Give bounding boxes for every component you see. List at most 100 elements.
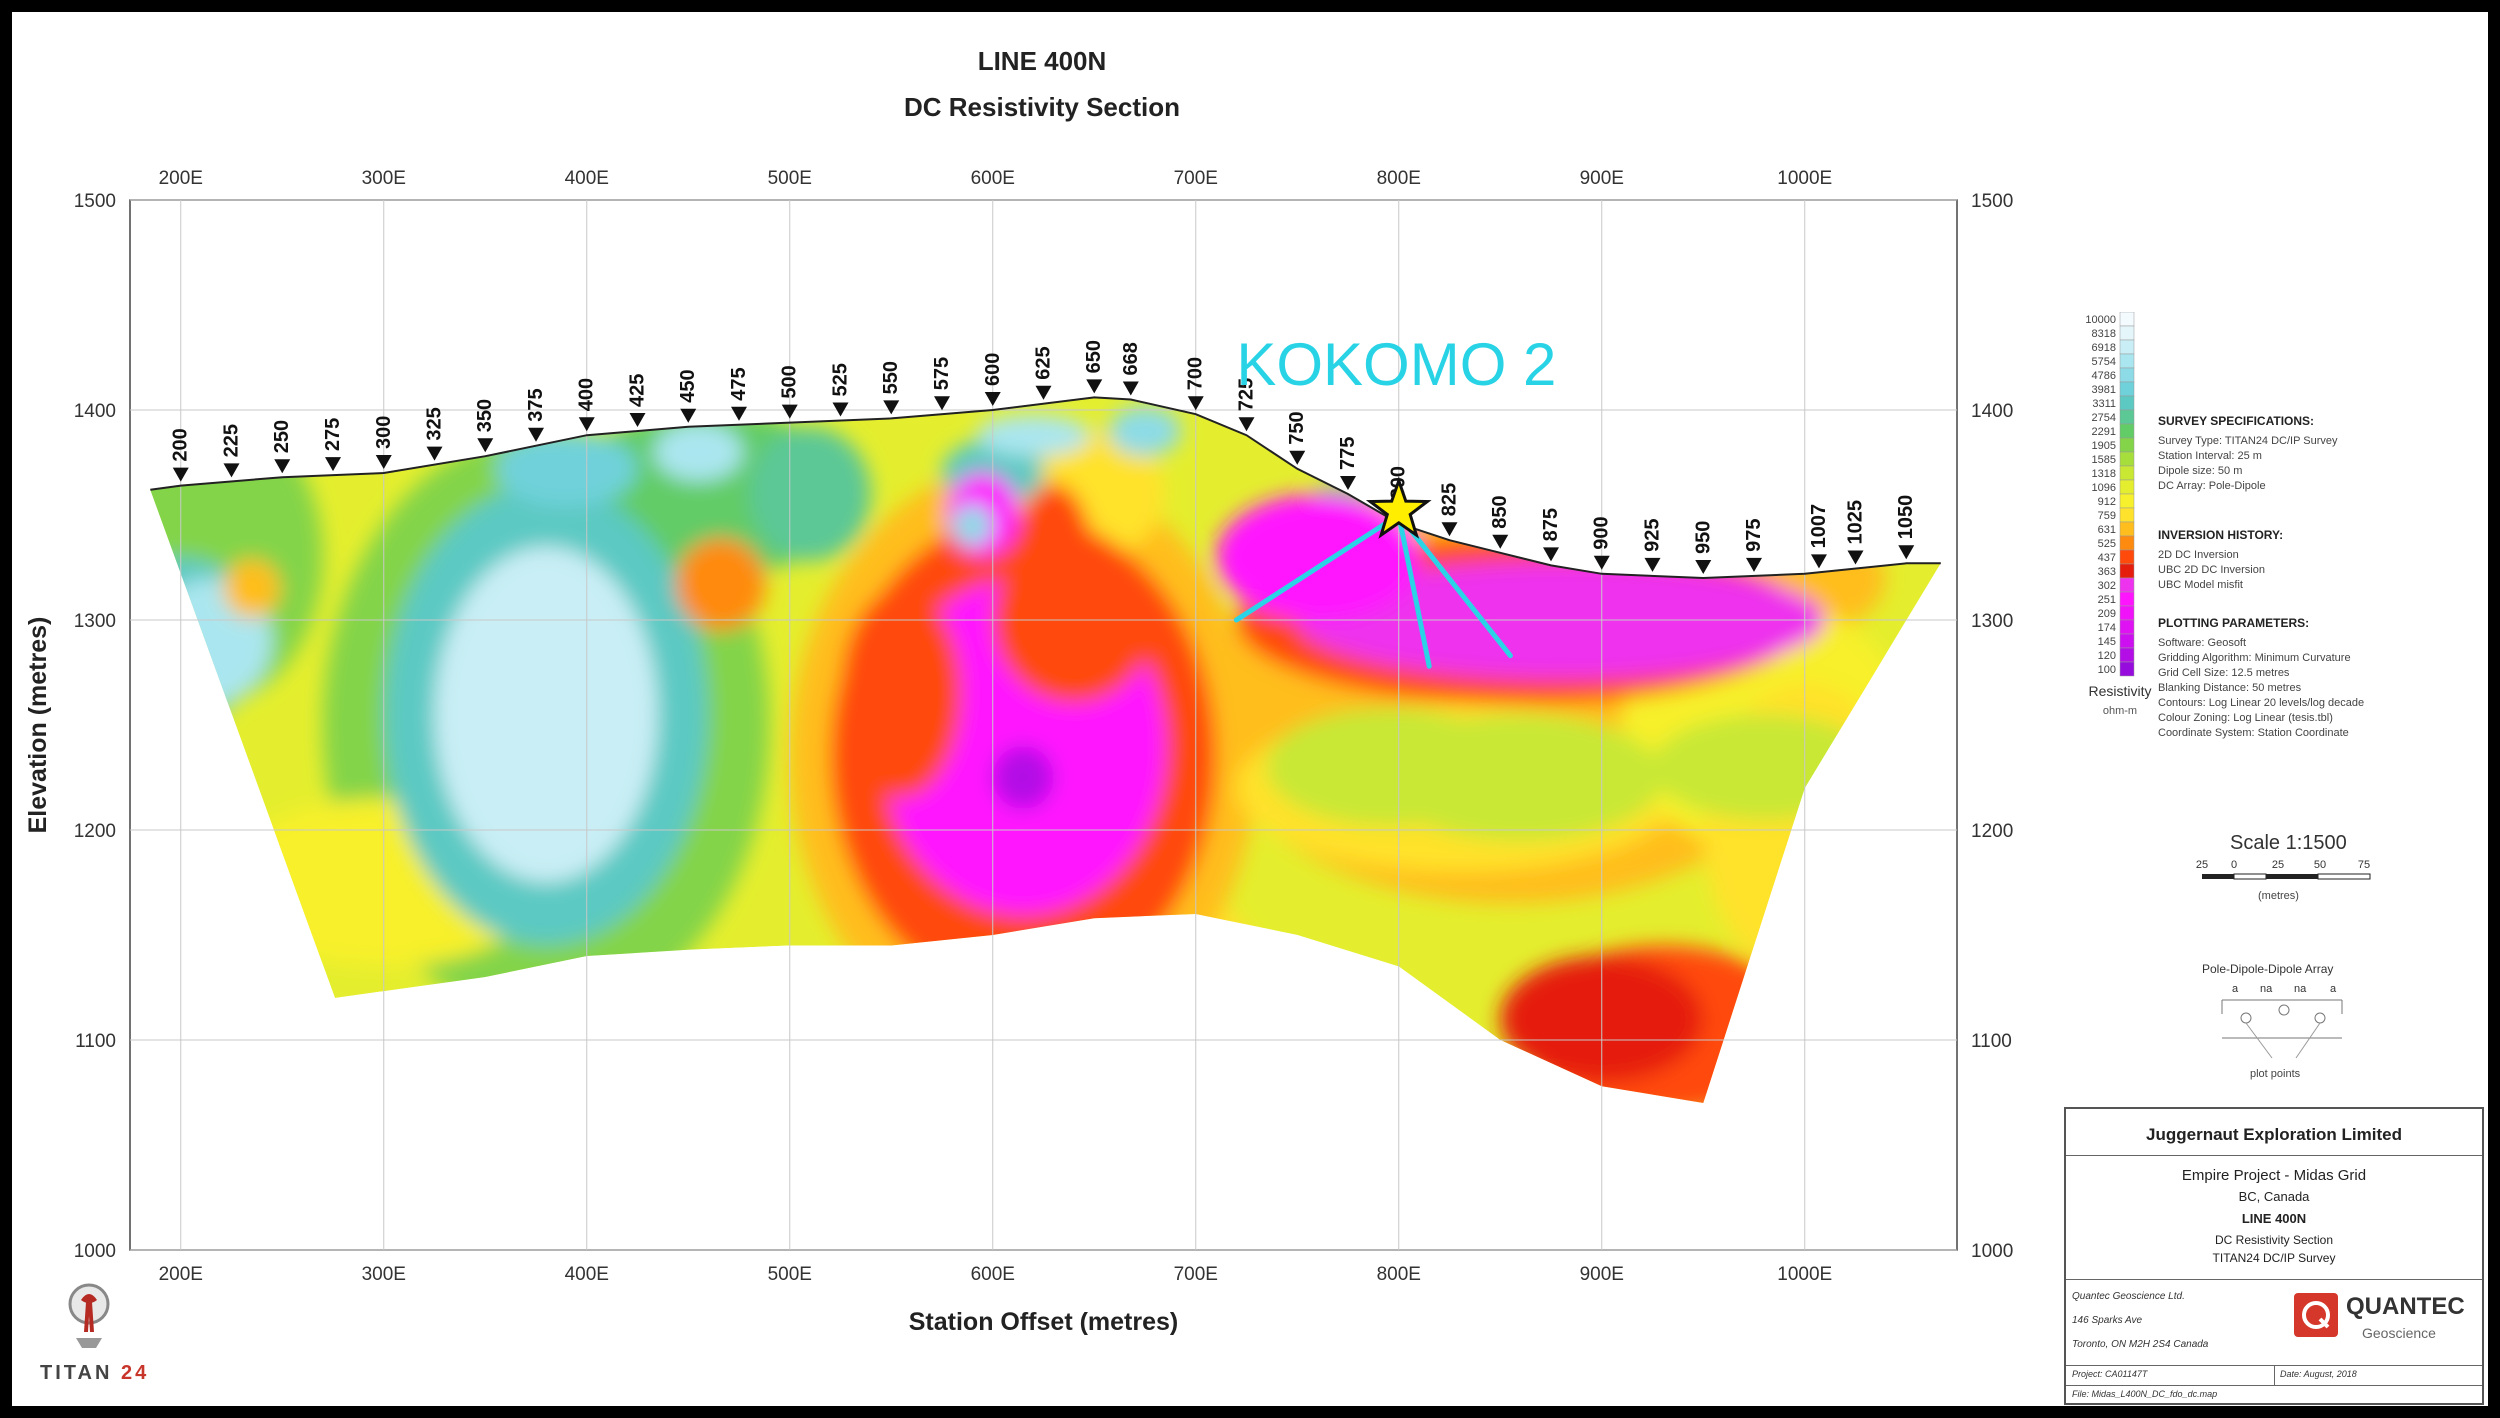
- array-title: Pole-Dipole-Dipole Array: [2202, 962, 2334, 976]
- y-tick-label-right: 1200: [1971, 821, 2013, 842]
- station-marker-icon: [578, 417, 595, 432]
- colorbar-label: 100: [2098, 664, 2116, 676]
- x-tick-label-top: 600E: [971, 168, 1015, 189]
- resistivity-section-plot: 200 225 250 275 300 325 350 375 400 425 450 475 500 5…: [24, 168, 2013, 1336]
- survey-specifications: SURVEY SPECIFICATIONS: Survey Type: TITA…: [2158, 414, 2338, 494]
- station-label: 775: [1337, 437, 1359, 470]
- y-tick-label-left: 1300: [74, 611, 116, 632]
- scale-tick: 25: [2272, 859, 2284, 871]
- colorbar-label: 251: [2098, 594, 2116, 606]
- y-tick-label-left: 1400: [74, 401, 116, 422]
- station-marker-icon: [1810, 554, 1827, 569]
- inversion-line: 2D DC Inversion: [2158, 549, 2239, 561]
- station-marker-icon: [1238, 417, 1255, 432]
- y-tick-label-left: 1100: [75, 1031, 116, 1052]
- resistivity-zone: [223, 559, 281, 618]
- colorbar-label: 209: [2098, 608, 2116, 620]
- x-tick-label-bottom: 700E: [1174, 1264, 1218, 1285]
- scale-units: (metres): [2258, 890, 2299, 902]
- colorbar-label: 437: [2098, 552, 2116, 564]
- station-marker-icon: [1644, 557, 1661, 572]
- topography-line: [150, 396, 1941, 580]
- station-label: 600: [982, 353, 1004, 386]
- colorbar-swatch: [2119, 451, 2135, 467]
- colorbar-swatch: [2119, 311, 2135, 327]
- station-marker-icon: [1441, 522, 1458, 537]
- station-label: 1025: [1845, 500, 1867, 545]
- colorbar-units: ohm-m: [2103, 705, 2137, 717]
- x-tick-label-bottom: 900E: [1580, 1264, 1624, 1285]
- colorbar-label: 302: [2098, 580, 2116, 592]
- station-marker-icon: [1289, 450, 1306, 465]
- station-label: 700: [1185, 357, 1207, 390]
- x-tick-label-bottom: 1000E: [1777, 1264, 1832, 1285]
- resistivity-zone: [676, 538, 766, 631]
- station-marker-icon: [1122, 381, 1139, 396]
- colorbar-swatch: [2119, 591, 2135, 607]
- drill-trace: [1233, 512, 1402, 623]
- x-axis-label: Station Offset (metres): [909, 1308, 1178, 1336]
- station-label: 625: [1033, 346, 1055, 379]
- chart-title: LINE 400N: [977, 46, 1107, 76]
- x-tick-label-top: 500E: [768, 168, 812, 189]
- colorbar-label: 1585: [2092, 454, 2116, 466]
- station-label: 300: [373, 416, 395, 449]
- colorbar-label: 759: [2098, 510, 2116, 522]
- x-tick-label-bottom: 400E: [565, 1264, 609, 1285]
- station-label: 725: [1236, 378, 1258, 411]
- resistivity-zone: [952, 504, 993, 547]
- y-tick-label-right: 1000: [1971, 1241, 2013, 1262]
- station-label: 925: [1642, 519, 1664, 552]
- station-marker-icon: [1543, 547, 1559, 562]
- station-label: 750: [1286, 411, 1308, 444]
- y-tick-label-right: 1300: [1971, 611, 2013, 632]
- plotting-heading: PLOTTING PARAMETERS:: [2158, 616, 2310, 630]
- quantec-brand-sub: Geoscience: [2362, 1325, 2436, 1341]
- station-marker-icon: [1086, 379, 1103, 394]
- station-marker-icon: [1746, 557, 1762, 572]
- station-label: 325: [424, 407, 446, 440]
- colorbar-swatch: [2119, 367, 2135, 383]
- inversion-heading: INVERSION HISTORY:: [2158, 528, 2284, 542]
- resistivity-zone: [749, 426, 871, 562]
- inversion-line: UBC Model misfit: [2158, 579, 2243, 591]
- spec-line: Survey Type: TITAN24 DC/IP Survey: [2158, 435, 2338, 447]
- station-marker-icon: [1187, 396, 1204, 411]
- colorbar-swatch: [2119, 437, 2135, 453]
- colorbar-swatch: [2119, 535, 2135, 551]
- station-marker-icon: [1035, 385, 1052, 400]
- station-marker-icon: [375, 455, 392, 469]
- colorbar-swatch: [2119, 619, 2135, 635]
- x-tick-label-top: 200E: [159, 168, 203, 189]
- array-diagram: a na na a: [2221, 983, 2343, 1059]
- station-marker-icon: [172, 467, 189, 482]
- resistivity-zone: [653, 422, 744, 482]
- target-star-icon: [1365, 476, 1432, 539]
- spec-line: DC Array: Pole-Dipole: [2158, 480, 2266, 492]
- colorbar-title: Resistivity: [2088, 683, 2151, 699]
- station-marker-icon: [934, 396, 950, 411]
- station-marker-icon: [223, 463, 240, 478]
- station-label: 475: [728, 367, 750, 400]
- figure-canvas: LINE 400N DC Resistivity Section 200 225 2…: [12, 12, 2488, 1406]
- colorbar-swatch: [2119, 325, 2135, 341]
- spec-line: Station Interval: 25 m: [2158, 450, 2262, 462]
- plotting-line: Colour Zoning: Log Linear (tesis.tbl): [2158, 712, 2333, 724]
- station-marker-icon: [883, 400, 900, 415]
- y-tick-label-right: 1100: [1971, 1031, 2012, 1052]
- resistivity-zone: [840, 588, 963, 799]
- station-marker-icon: [629, 413, 646, 427]
- titan-name: TITAN: [40, 1362, 113, 1384]
- colorbar-swatch: [2119, 381, 2135, 397]
- titan-suffix: 24: [120, 1362, 150, 1384]
- file-name: File: Midas_L400N_DC_fdo_dc.map: [2072, 1389, 2218, 1399]
- station-label: 1050: [1895, 495, 1917, 540]
- x-tick-label-bottom: 800E: [1377, 1264, 1421, 1285]
- x-tick-label-top: 700E: [1174, 168, 1218, 189]
- section-type: DC Resistivity Section: [2214, 1233, 2334, 1247]
- titan-logo-text: TITAN 24: [40, 1362, 149, 1385]
- project-name: Empire Project - Midas Grid: [2181, 1167, 2367, 1184]
- survey-spec-heading: SURVEY SPECIFICATIONS:: [2158, 414, 2315, 428]
- scale-tick: 75: [2358, 859, 2370, 871]
- quantec-brand: QUANTEC: [2346, 1293, 2465, 1320]
